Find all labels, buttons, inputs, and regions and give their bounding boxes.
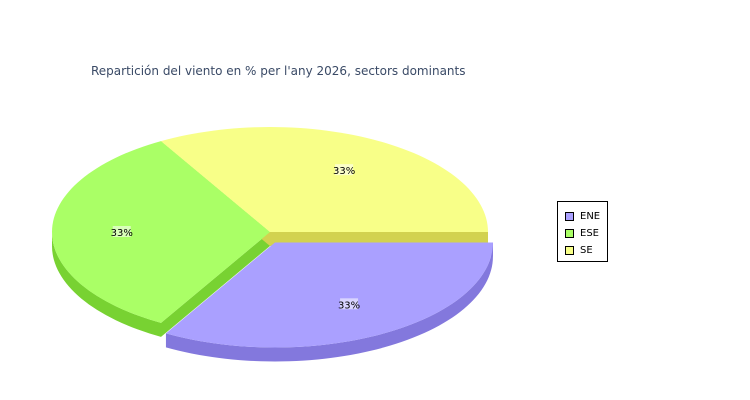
pie-slice-ese [52,141,270,323]
legend-item-se: SE [565,242,607,259]
slice-label-ese: 33% [111,228,133,239]
chart-title: Repartición del viento en % per l'any 20… [91,64,466,78]
slice-label-bg-ese [112,226,131,237]
pie-labels: 33% 33% 33% [111,164,360,311]
pie-side-ene [165,242,493,362]
legend-swatch-ese [565,229,574,238]
legend-swatch-se [565,246,574,255]
legend-label-ene: ENE [580,211,601,222]
slice-label-se: 33% [333,166,355,177]
legend-label-se: SE [580,245,593,256]
pie-tops [52,127,493,348]
legend: ENE ESE SE [557,201,608,262]
slice-label-bg-se [335,164,354,176]
pie-side-ese [51,232,161,337]
pie-slice-ene [165,242,493,348]
legend-item-ene: ENE [565,208,607,225]
legend-label-ese: ESE [580,228,599,239]
legend-swatch-ene [565,212,574,221]
pie-cut-ese-0 [161,232,270,337]
legend-item-ese: ESE [565,225,607,242]
pie-slice-se [161,127,488,232]
slice-label-ene: 33% [338,300,360,311]
slice-label-bg-ene [340,298,359,310]
